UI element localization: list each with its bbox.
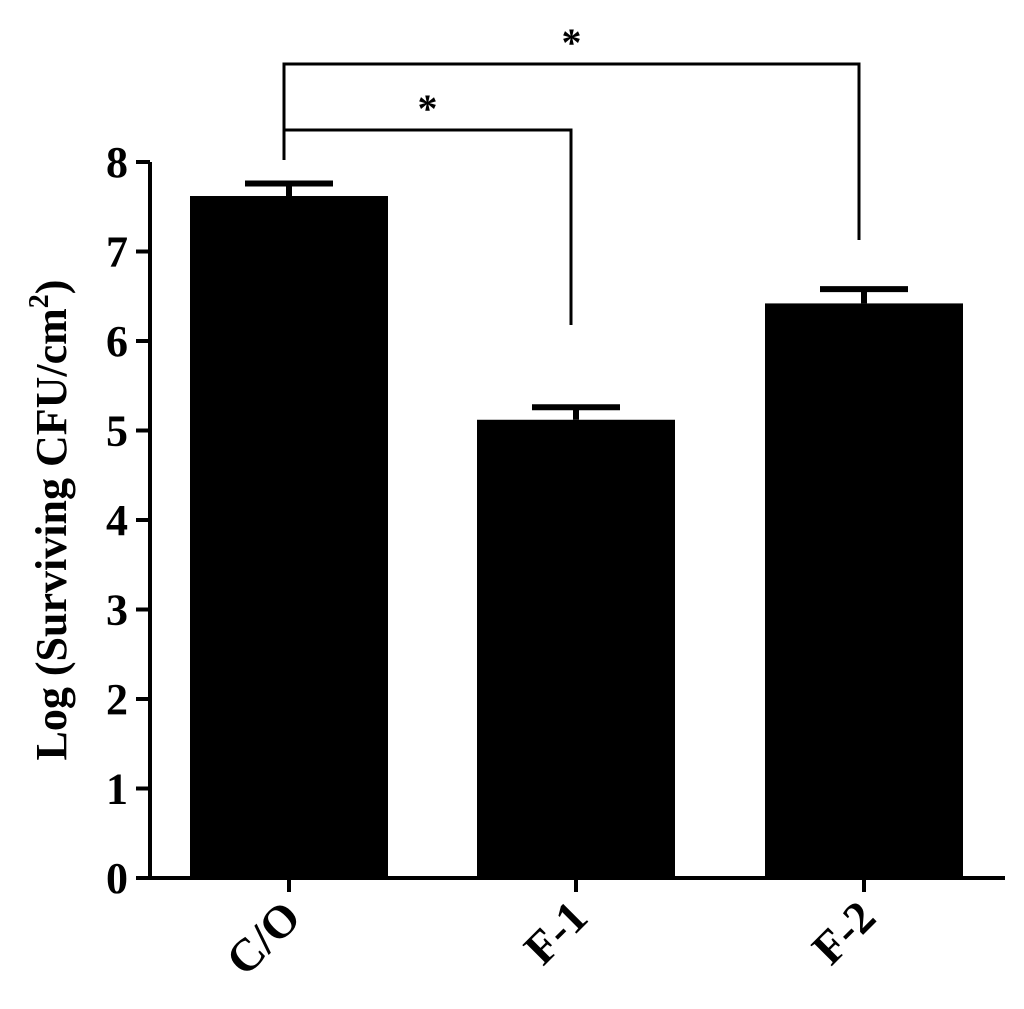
x-tick-label-c-o: C/O (216, 891, 310, 985)
bar-f-1 (477, 419, 675, 878)
significance-bracket-2 (282, 62, 861, 240)
y-tick-label-0: 0 (106, 854, 128, 903)
y-axis-title-superscript: 2 (24, 294, 55, 308)
y-tick-label-1: 1 (106, 765, 128, 814)
bars-layer (190, 196, 963, 878)
significance-label-2: * (562, 20, 582, 65)
error-bars-layer (245, 180, 908, 420)
y-ticks-layer: 0 1 2 3 4 5 6 7 8 (106, 138, 150, 903)
y-axis-title-close: ) (27, 280, 76, 295)
y-tick-label-4: 4 (106, 496, 128, 545)
x-tick-label-f-1: F-1 (514, 891, 597, 974)
y-tick-label-8: 8 (106, 138, 128, 187)
significance-layer: ** (282, 20, 861, 325)
bar-f-2 (765, 303, 963, 878)
y-axis-title-main: Log (Surviving CFU/cm (27, 308, 76, 760)
y-tick-label-3: 3 (106, 586, 128, 635)
bar-c-o (190, 196, 388, 878)
significance-label-1: * (418, 86, 438, 131)
x-tick-label-f-2: F-2 (802, 891, 885, 974)
y-tick-label-6: 6 (106, 317, 128, 366)
y-axis-title: Log (Surviving CFU/cm2) (24, 280, 76, 761)
y-tick-label-7: 7 (106, 228, 128, 277)
x-ticks-layer: C/O F-1 F-2 (216, 878, 885, 985)
y-tick-label-5: 5 (106, 407, 128, 456)
y-tick-label-2: 2 (106, 675, 128, 724)
